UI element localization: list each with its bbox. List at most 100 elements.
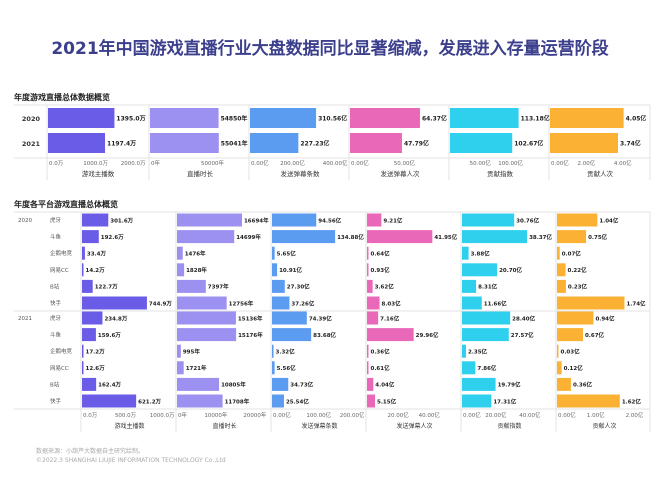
- data-label: 11.66亿: [484, 299, 507, 307]
- axis-title: 发送弹幕人次: [396, 422, 432, 430]
- platform-label: 网易CC: [50, 365, 69, 372]
- platform-label: 企鹅电竞: [50, 347, 73, 355]
- year-label: 2020: [18, 218, 32, 224]
- bar-发送弹幕人次: [367, 377, 374, 391]
- bar-游戏主播数: [82, 361, 84, 375]
- data-label: 310.56亿: [318, 115, 347, 123]
- tick-label: 0.00亿: [351, 159, 369, 167]
- data-label: 0.67亿: [585, 331, 605, 339]
- bar-游戏主播数: [82, 230, 99, 244]
- data-label: 17.31亿: [493, 397, 516, 405]
- tick-label: 0.00亿: [551, 159, 569, 167]
- tick-label: 40.00亿: [419, 411, 441, 419]
- bar-发送弹幕条数: [272, 361, 275, 375]
- data-label: 0.75亿: [588, 233, 608, 241]
- data-label: 0.94亿: [595, 314, 615, 322]
- tick-label: 0.00亿: [463, 411, 481, 419]
- bar-游戏主播数: [82, 296, 147, 310]
- tick-label: 0.0万: [49, 160, 64, 167]
- axis-title: 贡献指数: [497, 422, 521, 430]
- bar-贡献人次: [550, 133, 618, 153]
- bar-游戏主播数: [48, 108, 115, 128]
- data-label: 227.23亿: [300, 140, 329, 148]
- bar-发送弹幕条数: [272, 377, 289, 391]
- bar-贡献人次: [557, 263, 566, 277]
- platform-label: 快手: [50, 299, 62, 307]
- data-label: 15136年: [238, 314, 263, 322]
- axis-title: 贡献人次: [592, 422, 616, 430]
- section-title-platforms: 年度各平台游戏直播总体概览: [14, 200, 118, 209]
- year-label: 2021: [18, 316, 32, 322]
- axis-title: 发送弹幕条数: [301, 422, 337, 430]
- bar-直播时长: [177, 394, 223, 408]
- platform-label: B站: [50, 282, 60, 290]
- data-label: 0.61亿: [371, 364, 391, 372]
- data-label: 19.79亿: [498, 381, 521, 389]
- bar-发送弹幕人次: [350, 133, 402, 153]
- tick-label: 20.00亿: [388, 411, 410, 419]
- bar-游戏主播数: [82, 246, 85, 260]
- bar-贡献指数: [462, 263, 498, 277]
- data-label: 301.6万: [110, 217, 133, 224]
- data-label: 5.65亿: [277, 250, 297, 258]
- data-label: 1395.0万: [116, 116, 145, 123]
- bar-发送弹幕条数: [272, 328, 312, 342]
- data-label: 0.64亿: [371, 250, 391, 258]
- tick-label: 50000年: [201, 159, 224, 167]
- data-label: 28.40亿: [512, 314, 535, 322]
- data-label: 27.57亿: [511, 331, 534, 339]
- data-label: 3.32亿: [276, 348, 296, 356]
- page-title: 2021年中国游戏直播行业大盘数据同比显著缩减，发展进入存量运营阶段: [51, 39, 609, 59]
- tick-label: 50.00亿: [470, 159, 492, 167]
- data-label: 113.18亿: [521, 115, 550, 123]
- bar-贡献人次: [557, 213, 598, 227]
- bar-直播时长: [177, 328, 237, 342]
- bar-贡献人次: [557, 246, 560, 260]
- tick-label: 1000.0万: [83, 160, 108, 167]
- data-label: 37.26亿: [291, 299, 314, 307]
- footer: 数据来源：小葫芦大数据自主研究绘制。 ©2022.3 SHANGHAI LIUJ…: [36, 447, 226, 465]
- axis-title: 游戏主播数: [114, 422, 144, 430]
- data-label: 10.91亿: [279, 266, 302, 274]
- bar-直播时长: [177, 296, 227, 310]
- bar-游戏主播数: [82, 377, 97, 391]
- bar-直播时长: [177, 230, 235, 244]
- bar-发送弹幕人次: [367, 361, 369, 375]
- source-note: 数据来源：小葫芦大数据自主研究绘制。: [36, 448, 145, 455]
- data-label: 0.36亿: [371, 348, 391, 356]
- tick-label: 2.00亿: [577, 159, 595, 167]
- bar-贡献人次: [557, 377, 571, 391]
- data-label: 162.4万: [98, 382, 121, 389]
- tick-label: 0.00亿: [558, 411, 576, 419]
- data-label: 34.73亿: [290, 381, 313, 389]
- axis-title: 发送弹幕人次: [381, 169, 421, 178]
- axis-title: 贡献指数: [487, 169, 514, 178]
- bar-发送弹幕条数: [272, 296, 290, 310]
- data-label: 134.88亿: [337, 233, 364, 241]
- platform-label: 网易CC: [50, 267, 69, 274]
- axis-title: 发送弹幕条数: [281, 169, 321, 178]
- bar-游戏主播数: [82, 263, 84, 277]
- bar-发送弹幕条数: [250, 108, 317, 128]
- data-label: 1828年: [186, 266, 207, 274]
- bar-贡献人次: [557, 344, 559, 358]
- section-title-overall: 年度游戏直播总体数据概览: [14, 93, 110, 102]
- bar-贡献指数: [462, 361, 476, 375]
- tick-label: 400.00亿: [323, 159, 348, 167]
- bar-直播时长: [177, 263, 185, 277]
- tick-label: 4.00亿: [614, 159, 632, 167]
- data-label: 33.4万: [87, 251, 107, 258]
- axis-title: 游戏主播数: [82, 169, 115, 178]
- tick-label: 1000.0万: [150, 412, 175, 419]
- data-label: 8.31亿: [478, 283, 498, 291]
- data-label: 64.37亿: [422, 115, 447, 123]
- bar-贡献指数: [462, 246, 469, 260]
- bar-贡献指数: [462, 394, 492, 408]
- data-label: 20.70亿: [499, 266, 522, 274]
- bar-直播时长: [177, 377, 220, 391]
- axis-title: 贡献人次: [587, 169, 614, 178]
- bar-贡献指数: [462, 344, 466, 358]
- data-label: 7.16亿: [380, 314, 400, 322]
- bar-贡献人次: [557, 311, 594, 325]
